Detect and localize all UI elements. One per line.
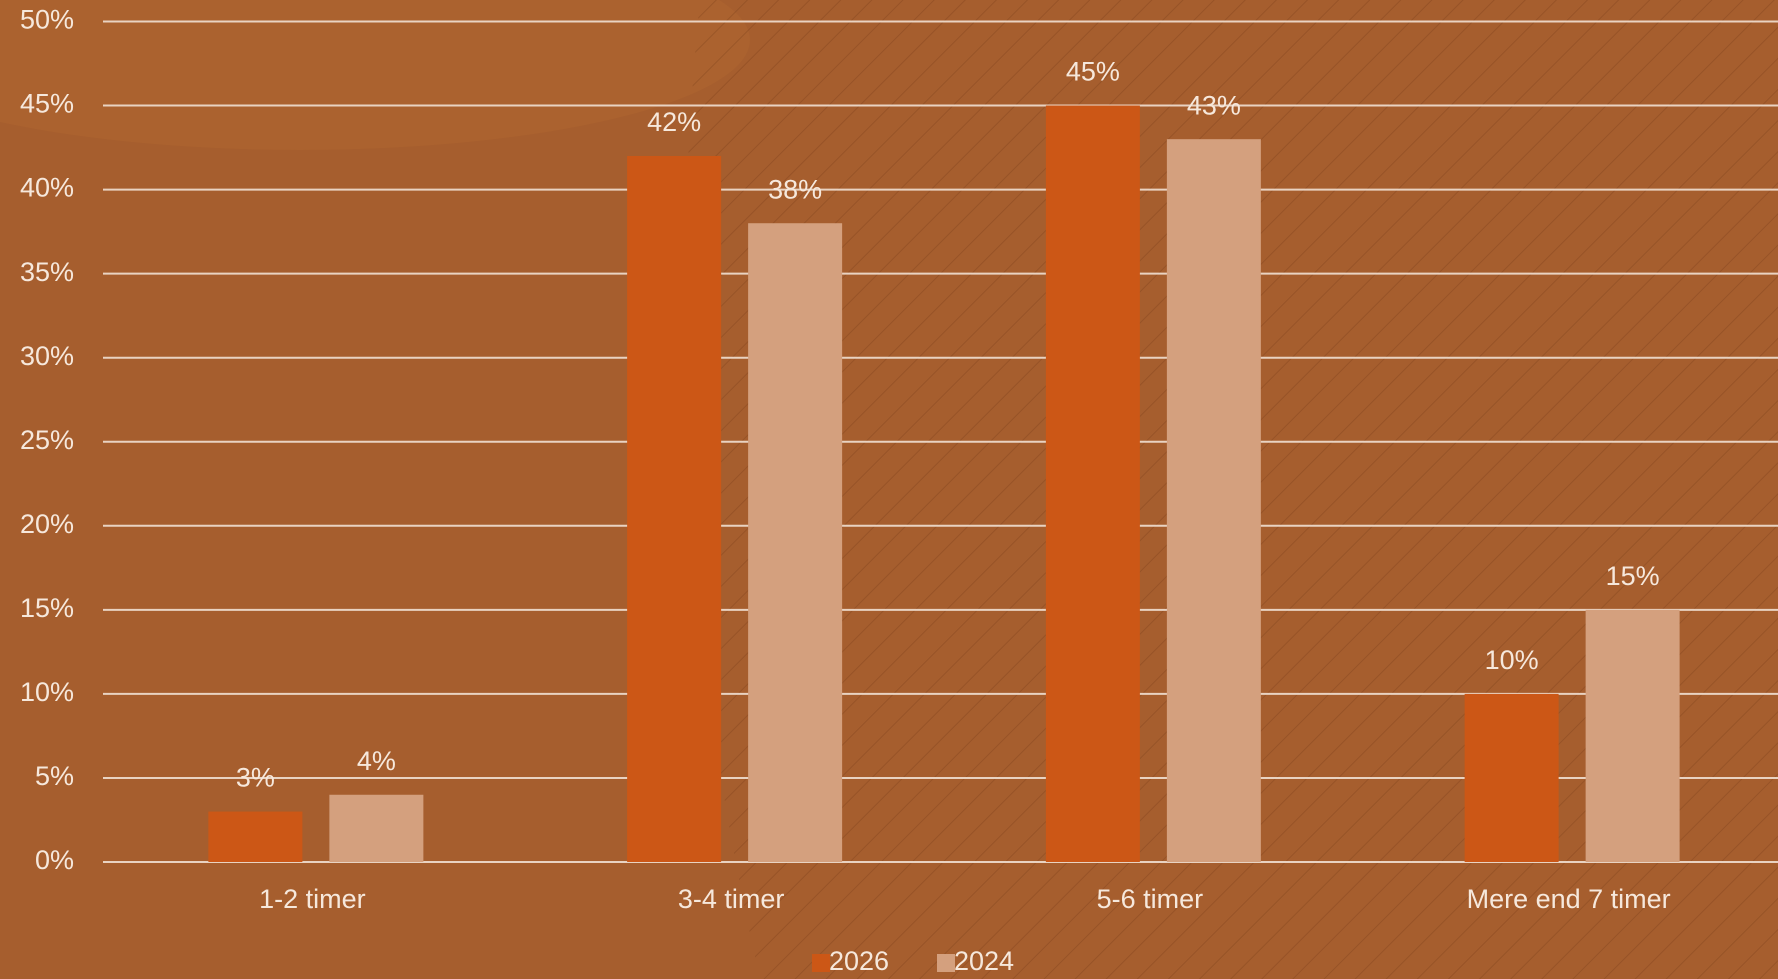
y-tick-label: 35%: [20, 257, 74, 287]
x-tick-label: Mere end 7 timer: [1467, 884, 1671, 914]
y-tick-label: 5%: [35, 761, 74, 791]
data-label: 3%: [236, 763, 275, 793]
data-label: 42%: [647, 107, 701, 137]
y-tick-label: 40%: [20, 173, 74, 203]
legend-swatch: [937, 954, 955, 972]
x-tick-label: 3-4 timer: [678, 884, 785, 914]
data-label: 43%: [1187, 90, 1241, 120]
x-tick-label: 5-6 timer: [1097, 884, 1204, 914]
bar: [1166, 139, 1261, 863]
legend-label: 2024: [954, 946, 1014, 976]
data-label: 15%: [1606, 561, 1660, 591]
bar: [748, 223, 843, 863]
data-label: 10%: [1485, 645, 1539, 675]
bar: [208, 811, 303, 862]
bar: [627, 155, 722, 863]
y-tick-label: 45%: [20, 89, 74, 119]
y-tick-label: 10%: [20, 677, 74, 707]
y-tick-label: 15%: [20, 593, 74, 623]
bar: [1585, 609, 1680, 862]
legend-swatch: [812, 954, 830, 972]
y-tick-label: 30%: [20, 341, 74, 371]
data-label: 4%: [357, 746, 396, 776]
y-tick-label: 0%: [35, 845, 74, 875]
y-tick-label: 25%: [20, 425, 74, 455]
bar: [329, 794, 424, 862]
bar: [1045, 105, 1140, 863]
decor: [0, 0, 750, 150]
data-label: 45%: [1066, 57, 1120, 87]
y-tick-label: 20%: [20, 509, 74, 539]
bar: [1464, 693, 1559, 862]
x-tick-label: 1-2 timer: [259, 884, 366, 914]
data-label: 38%: [768, 174, 822, 204]
legend-label: 2026: [829, 946, 889, 976]
y-tick-label: 50%: [20, 5, 74, 35]
